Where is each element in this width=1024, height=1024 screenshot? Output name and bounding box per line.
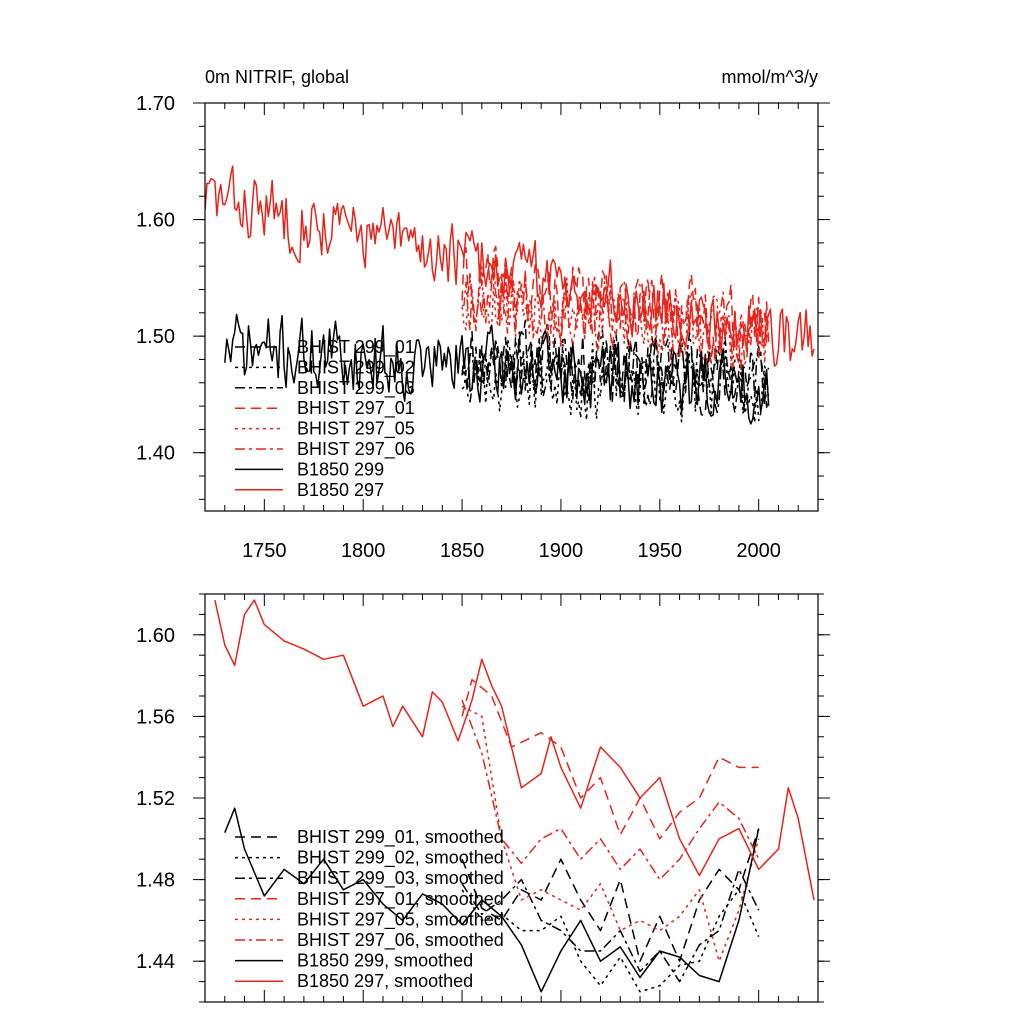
bottom-panel: 1.44 1.48 1.52 1.56 1.60 BHIST 299_01, smooth… <box>136 593 830 1003</box>
series-line-bhist-299-01-smoothed <box>461 828 760 962</box>
series-line-b1850-297 <box>205 165 815 367</box>
y-tick-label: 1.60 <box>136 625 175 647</box>
series-line-bhist-299-02-smoothed <box>461 889 760 993</box>
legend-entry: BHIST 297_01, smoothed <box>297 889 504 910</box>
series-line-bhist-297-05 <box>461 266 770 367</box>
legend-entry: BHIST 299_03, smoothed <box>297 868 504 889</box>
legend-entry: BHIST 297_06 <box>297 439 415 460</box>
x-tick-label: 1800 <box>341 540 386 562</box>
legend-entry: BHIST 299_02, smoothed <box>297 848 504 869</box>
series-line-b1850-299-smoothed <box>224 807 760 993</box>
y-tick-label: 1.70 <box>136 93 175 115</box>
x-tick-label: 2000 <box>736 540 781 562</box>
legend-entry: BHIST 297_01 <box>297 398 415 419</box>
series-lines <box>214 599 815 993</box>
legend-entry: B1850 299, smoothed <box>297 951 473 971</box>
legend-entry: B1850 297, smoothed <box>297 971 473 991</box>
series-line-bhist-297-06-smoothed <box>461 699 760 881</box>
y-tick-label: 1.52 <box>136 788 175 810</box>
x-tick-label: 1950 <box>638 540 683 562</box>
legend-entry: BHIST 297_06, smoothed <box>297 930 504 951</box>
legend-entry: BHIST 299_01 <box>297 337 415 358</box>
legend-entry: BHIST 297_05 <box>297 419 415 440</box>
legend-entry: BHIST 299_03 <box>297 378 415 399</box>
series-lines <box>205 165 815 425</box>
plot-frame <box>204 102 819 512</box>
y-tick-label: 1.44 <box>136 951 175 973</box>
series-line-b1850-299 <box>224 313 770 425</box>
top-chart-units: mmol/m^3/y <box>722 67 818 87</box>
legend-entry: BHIST 299_02 <box>297 357 415 378</box>
x-tick-label: 1750 <box>242 540 287 562</box>
series-line-bhist-299-03-smoothed <box>461 868 760 983</box>
y-tick-label: 1.40 <box>136 443 175 465</box>
legend-entry: BHIST 297_05, smoothed <box>297 909 504 930</box>
x-tick-label: 1900 <box>539 540 584 562</box>
legend-entry: BHIST 299_01, smoothed <box>297 827 504 848</box>
x-tick-label: 1850 <box>440 540 485 562</box>
top-chart-title: 0m NITRIF, global <box>205 67 349 87</box>
y-tick-label: 1.50 <box>136 326 175 348</box>
y-tick-label: 1.56 <box>136 706 175 728</box>
y-tick-label: 1.48 <box>136 870 175 892</box>
y-tick-label: 1.60 <box>136 210 175 232</box>
legend-entry: B1850 297 <box>297 480 384 500</box>
series-line-b1850-297-smoothed <box>214 599 815 901</box>
legend-entry: B1850 299 <box>297 459 384 479</box>
top-panel: 1750 1800 1850 1900 1950 2000 1.40 1.50 1.60 1.70… <box>136 93 830 562</box>
series-line-bhist-297-01-smoothed <box>461 678 759 840</box>
